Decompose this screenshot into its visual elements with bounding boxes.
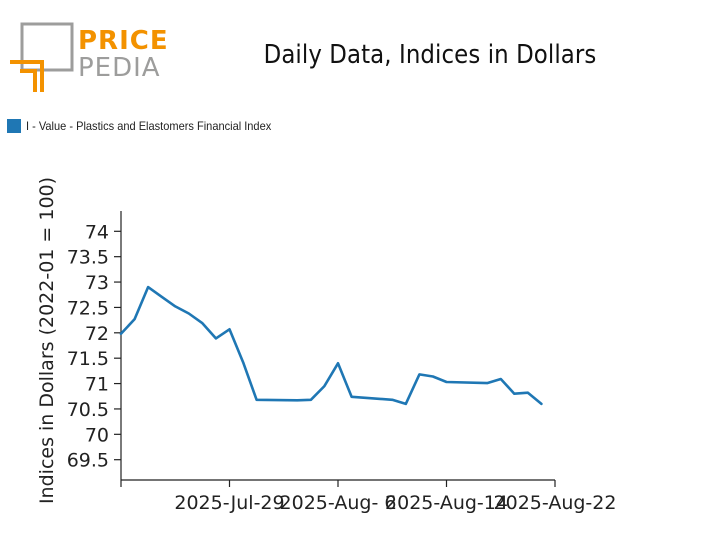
y-tick-label: 70.5 — [67, 399, 109, 421]
y-tick-label: 70 — [85, 424, 109, 446]
x-tick-label: 2025-Aug-14 — [385, 492, 508, 514]
x-tick-label: 2025-Jul-29 — [174, 492, 284, 514]
chart-title: Daily Data, Indices in Dollars — [263, 40, 597, 70]
y-tick-label: 73.5 — [67, 247, 109, 269]
y-tick-label: 74 — [85, 221, 109, 243]
logo-gray-square — [20, 22, 74, 72]
series-points — [120, 287, 542, 404]
y-tick-label: 71.5 — [67, 348, 109, 370]
x-tick-label: 2025-Aug- 6 — [280, 492, 397, 514]
pricepedia-logo: PRICE PEDIA — [10, 22, 168, 92]
legend-label: I - Value - Plastics and Elastomers Fina… — [26, 119, 272, 133]
y-tick-label: 71 — [85, 374, 109, 396]
y-tick-label: 72 — [85, 323, 109, 345]
y-tick-label: 73 — [85, 272, 109, 294]
y-axis-ticks: 69.5 70 70.5 71 71.5 72 72.5 73 73.5 74 — [67, 221, 121, 472]
logo-orange-bracket-outer — [10, 60, 44, 92]
chart-legend: I - Value - Plastics and Elastomers Fina… — [7, 119, 293, 133]
y-tick-label: 72.5 — [67, 297, 109, 319]
series-line — [119, 285, 543, 406]
legend-swatch — [7, 119, 21, 133]
x-tick-label: 2025-Aug-22 — [494, 492, 617, 514]
y-axis-label: Indices in Dollars (2022-01 = 100) — [36, 177, 58, 504]
logo-orange-bracket-inner — [20, 69, 37, 92]
y-tick-label: 69.5 — [67, 450, 109, 472]
logo-text-pedia: PEDIA — [78, 53, 161, 83]
logo-text-price: PRICE — [78, 26, 168, 56]
